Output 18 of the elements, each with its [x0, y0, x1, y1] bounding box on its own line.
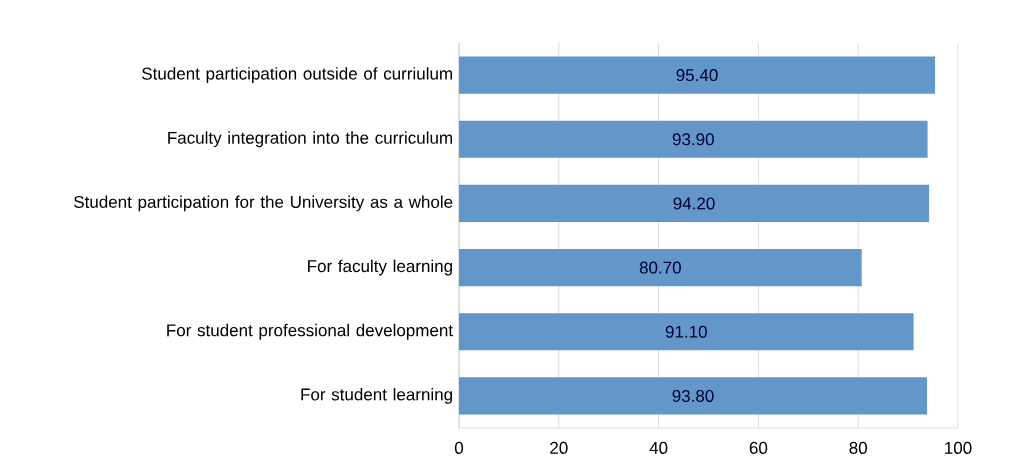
x-tick-label: 100: [945, 441, 972, 454]
y-tick-label: For student learning: [301, 388, 452, 404]
data-label: 80.70: [639, 261, 681, 274]
x-tick-label: 20: [550, 441, 568, 454]
x-tick-label: 60: [749, 441, 768, 454]
x-tick-label: 0: [454, 441, 464, 454]
y-tick-label: For student professional development: [167, 323, 453, 340]
data-label: 93.90: [672, 133, 714, 146]
x-tick-label: 40: [649, 441, 668, 454]
x-tick-label: 80: [849, 441, 867, 454]
y-tick-label: Student participation for the University as a whole: [74, 195, 453, 212]
y-tick-label: Student participation outside of curriulum: [142, 67, 452, 84]
data-label: 94.20: [673, 197, 715, 210]
y-tick-label: For faculty learning: [308, 259, 453, 276]
data-label: 93.80: [672, 389, 714, 402]
data-label: 95.40: [676, 69, 718, 82]
y-tick-label: Faculty integration into the curriculum: [168, 131, 452, 148]
data-label: 91.10: [665, 325, 707, 338]
